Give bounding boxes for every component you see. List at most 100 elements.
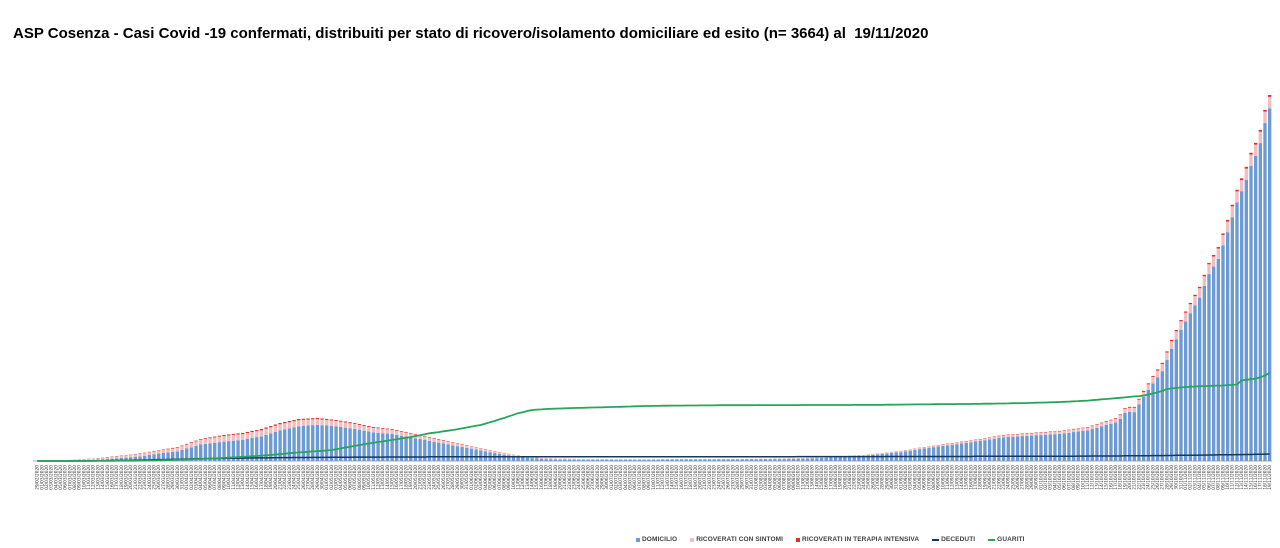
svg-text:23/06/2020: 23/06/2020 (572, 465, 578, 490)
legend-marker-deceduti (932, 538, 940, 541)
svg-text:06/03/2020: 06/03/2020 (63, 465, 69, 490)
svg-text:29/10/2020: 29/10/2020 (1169, 465, 1175, 490)
svg-text:16/10/2020: 16/10/2020 (1108, 465, 1114, 490)
svg-text:30/07/2020: 30/07/2020 (744, 465, 750, 490)
svg-text:01/06/2020: 01/06/2020 (469, 465, 475, 490)
line-guariti (37, 372, 1271, 462)
svg-text:24/09/2020: 24/09/2020 (1006, 465, 1012, 490)
svg-text:18/08/2020: 18/08/2020 (833, 465, 839, 490)
svg-text:07/07/2020: 07/07/2020 (637, 465, 643, 490)
svg-text:13/09/2020: 13/09/2020 (954, 465, 960, 490)
svg-text:28/08/2020: 28/08/2020 (880, 465, 886, 490)
svg-text:20/09/2020: 20/09/2020 (987, 465, 993, 490)
svg-text:14/06/2020: 14/06/2020 (530, 465, 536, 490)
svg-text:06/11/2020: 06/11/2020 (1206, 465, 1212, 490)
line-deceduti (37, 453, 1270, 462)
svg-text:07/04/2020: 07/04/2020 (212, 465, 218, 490)
svg-text:08/06/2020: 08/06/2020 (502, 465, 508, 490)
svg-text:08/10/2020: 08/10/2020 (1071, 465, 1077, 490)
svg-text:26/08/2020: 26/08/2020 (870, 465, 876, 490)
svg-text:05/11/2020: 05/11/2020 (1202, 465, 1208, 490)
legend-label-deceduti: DECEDUTI (941, 536, 976, 543)
svg-text:27/03/2020: 27/03/2020 (161, 465, 167, 490)
svg-text:25/05/2020: 25/05/2020 (436, 465, 442, 490)
svg-text:02/11/2020: 02/11/2020 (1188, 465, 1194, 490)
svg-text:21/03/2020: 21/03/2020 (133, 465, 139, 490)
svg-text:07/10/2020: 07/10/2020 (1066, 465, 1072, 490)
svg-text:19/03/2020: 19/03/2020 (123, 465, 129, 490)
svg-text:10/06/2020: 10/06/2020 (511, 465, 517, 490)
svg-text:03/06/2020: 03/06/2020 (478, 465, 484, 490)
svg-text:27/06/2020: 27/06/2020 (590, 465, 596, 490)
series-ricoverati-con-sintomi-bars (35, 96, 1272, 461)
svg-text:19/08/2020: 19/08/2020 (838, 465, 844, 490)
svg-text:02/10/2020: 02/10/2020 (1043, 465, 1049, 490)
svg-text:28/03/2020: 28/03/2020 (165, 465, 171, 490)
svg-text:05/05/2020: 05/05/2020 (343, 465, 349, 490)
x-tick-labels: 29/02/2020 01/03/2020 02/03/2020 03/03/2020… (35, 465, 1273, 490)
svg-text:23/08/2020: 23/08/2020 (856, 465, 862, 490)
svg-text:17/04/2020: 17/04/2020 (259, 465, 265, 490)
legend-label-ricoverati-con-sintomi: RICOVERATI CON SINTOMI (696, 536, 784, 543)
svg-text:06/08/2020: 06/08/2020 (777, 465, 783, 490)
svg-text:15/04/2020: 15/04/2020 (250, 465, 256, 490)
svg-text:16/09/2020: 16/09/2020 (968, 465, 974, 490)
svg-text:19/07/2020: 19/07/2020 (693, 465, 699, 490)
svg-text:27/05/2020: 27/05/2020 (446, 465, 452, 490)
svg-text:10/07/2020: 10/07/2020 (651, 465, 657, 490)
legend-marker-ricoverati-con-sintomi (690, 537, 695, 542)
svg-text:10/08/2020: 10/08/2020 (796, 465, 802, 490)
svg-text:08/08/2020: 08/08/2020 (786, 465, 792, 490)
svg-text:17/07/2020: 17/07/2020 (684, 465, 690, 490)
svg-text:20/04/2020: 20/04/2020 (273, 465, 279, 490)
svg-text:27/08/2020: 27/08/2020 (875, 465, 881, 490)
svg-text:26/09/2020: 26/09/2020 (1015, 465, 1021, 490)
svg-text:25/07/2020: 25/07/2020 (721, 465, 727, 490)
svg-text:28/06/2020: 28/06/2020 (595, 465, 601, 490)
svg-text:11/09/2020: 11/09/2020 (945, 465, 951, 490)
svg-text:03/07/2020: 03/07/2020 (618, 465, 624, 490)
svg-text:11/03/2020: 11/03/2020 (86, 465, 92, 490)
svg-text:08/09/2020: 08/09/2020 (931, 465, 937, 490)
svg-text:09/09/2020: 09/09/2020 (936, 465, 942, 490)
svg-text:27/09/2020: 27/09/2020 (1020, 465, 1026, 490)
svg-text:02/09/2020: 02/09/2020 (903, 465, 909, 490)
legend-item-ricoverati-in-terapia-intensiva: RICOVERATI IN TERAPIA INTENSIVA (796, 536, 919, 543)
svg-text:16/04/2020: 16/04/2020 (254, 465, 260, 490)
svg-text:03/11/2020: 03/11/2020 (1192, 465, 1198, 490)
svg-text:05/03/2020: 05/03/2020 (58, 465, 64, 490)
svg-text:19/10/2020: 19/10/2020 (1122, 465, 1128, 490)
svg-text:09/05/2020: 09/05/2020 (362, 465, 368, 490)
svg-text:15/07/2020: 15/07/2020 (674, 465, 680, 490)
svg-text:01/03/2020: 01/03/2020 (39, 465, 45, 490)
svg-text:18/10/2020: 18/10/2020 (1118, 465, 1124, 490)
svg-text:20/07/2020: 20/07/2020 (698, 465, 704, 490)
legend-item-domicilio: DOMICILIO (636, 536, 677, 543)
svg-text:30/05/2020: 30/05/2020 (460, 465, 466, 490)
svg-text:13/10/2020: 13/10/2020 (1094, 465, 1100, 490)
svg-text:10/05/2020: 10/05/2020 (366, 465, 372, 490)
svg-text:31/03/2020: 31/03/2020 (179, 465, 185, 490)
svg-text:15/05/2020: 15/05/2020 (390, 465, 396, 490)
svg-text:08/11/2020: 08/11/2020 (1216, 465, 1222, 490)
svg-text:23/04/2020: 23/04/2020 (287, 465, 293, 490)
svg-text:14/08/2020: 14/08/2020 (814, 465, 820, 490)
svg-text:29/06/2020: 29/06/2020 (600, 465, 606, 490)
svg-text:04/06/2020: 04/06/2020 (483, 465, 489, 490)
svg-text:25/04/2020: 25/04/2020 (296, 465, 302, 490)
svg-text:26/03/2020: 26/03/2020 (156, 465, 162, 490)
svg-text:19/04/2020: 19/04/2020 (268, 465, 274, 490)
svg-text:29/05/2020: 29/05/2020 (455, 465, 461, 490)
svg-text:24/08/2020: 24/08/2020 (861, 465, 867, 490)
svg-text:23/09/2020: 23/09/2020 (1001, 465, 1007, 490)
svg-text:23/03/2020: 23/03/2020 (142, 465, 148, 490)
legend-label-domicilio: DOMICILIO (642, 536, 678, 543)
svg-text:03/08/2020: 03/08/2020 (763, 465, 769, 490)
svg-text:01/11/2020: 01/11/2020 (1183, 465, 1189, 490)
svg-text:07/05/2020: 07/05/2020 (352, 465, 358, 490)
svg-text:15/06/2020: 15/06/2020 (534, 465, 540, 490)
svg-text:04/05/2020: 04/05/2020 (338, 465, 344, 490)
svg-text:21/10/2020: 21/10/2020 (1132, 465, 1138, 490)
svg-text:25/03/2020: 25/03/2020 (151, 465, 157, 490)
